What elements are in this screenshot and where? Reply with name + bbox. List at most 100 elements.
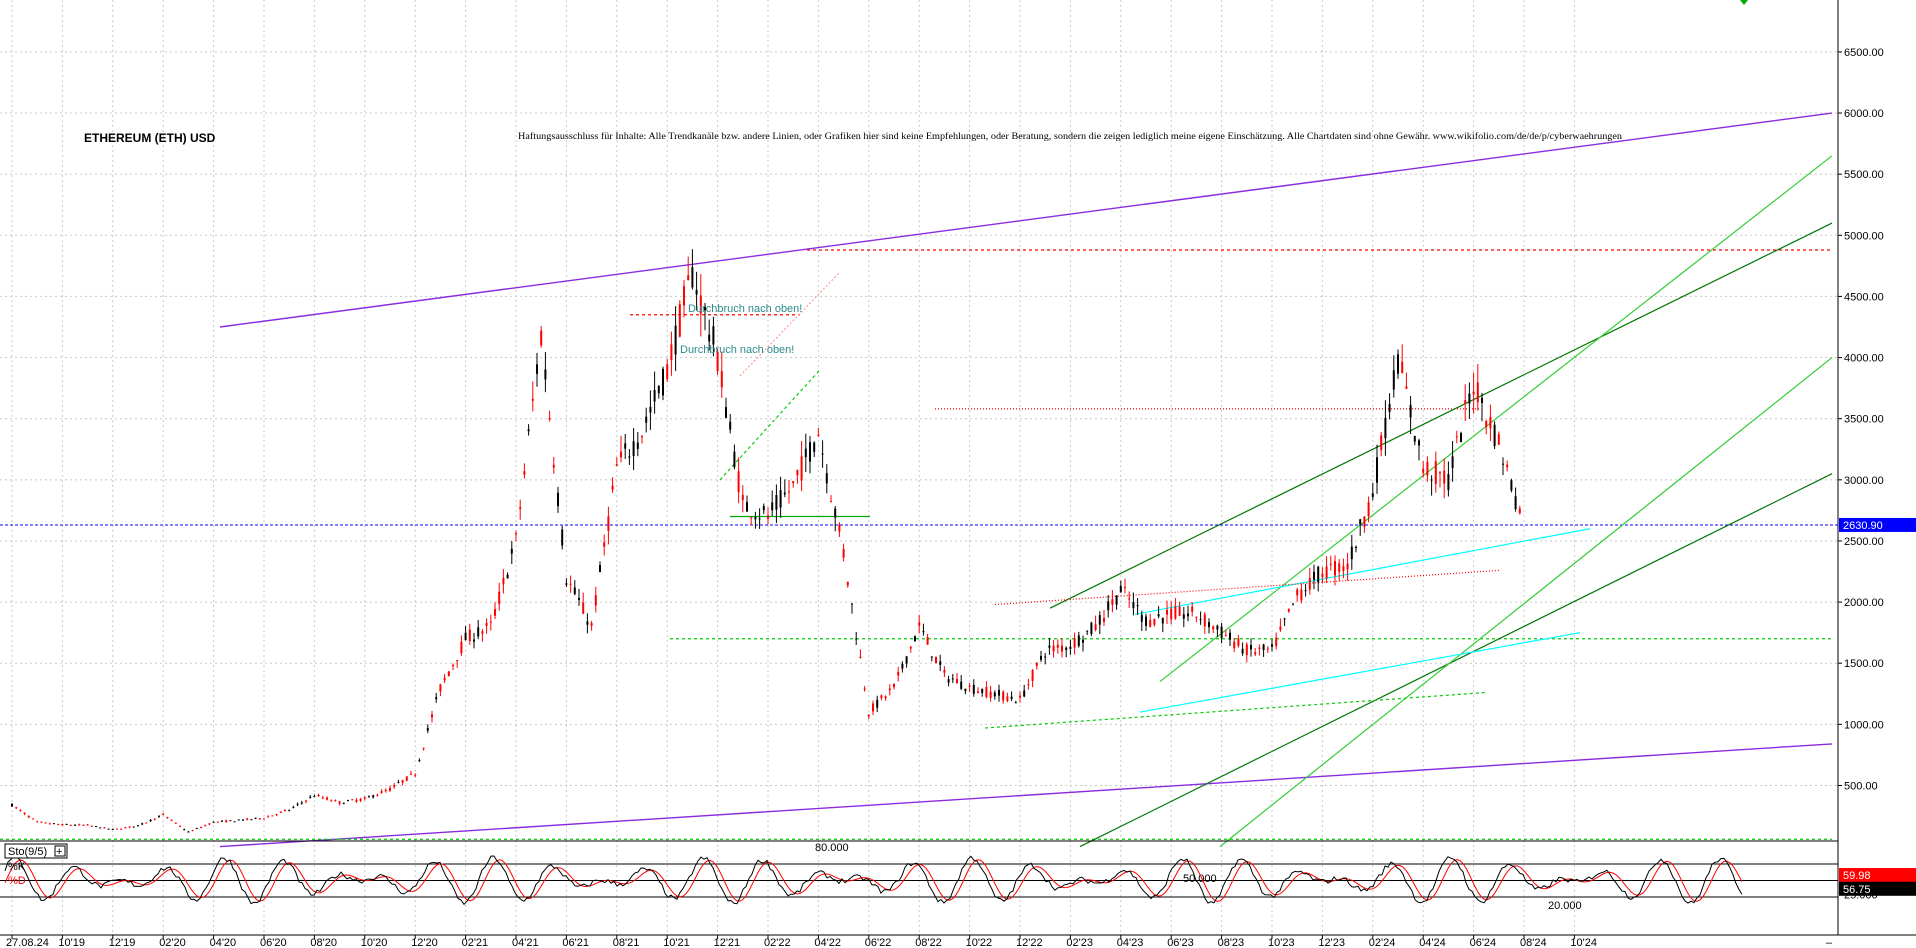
candle-body (1149, 620, 1152, 627)
candle-body (573, 587, 576, 595)
candle-body (1363, 516, 1366, 527)
y-tick-label: 5500.00 (1844, 169, 1884, 181)
x-tick-label: 02'22 (764, 937, 791, 948)
candle-body (183, 829, 186, 831)
stochastic-panel: 80.000 50.000 20.000 (0, 842, 1838, 912)
candle-body (1392, 370, 1395, 390)
candle-body (552, 464, 555, 468)
candle-body (893, 683, 895, 688)
candle-body (867, 714, 870, 717)
candle-body (855, 638, 858, 640)
candle-body (1447, 474, 1450, 491)
last-price-badge (1839, 517, 1916, 532)
candle-body (704, 306, 706, 311)
candle-body (15, 807, 18, 809)
candle-body (1325, 566, 1328, 579)
candle-body (506, 574, 509, 579)
candle-body (393, 785, 396, 787)
candle-body (124, 827, 127, 829)
candle-body (905, 656, 908, 664)
candle-body (447, 671, 450, 676)
candle-body (712, 326, 715, 345)
chart-title: ETHEREUM (ETH) USD (84, 131, 216, 145)
candle-body (1237, 638, 1240, 646)
x-tick-label: 06'20 (260, 937, 287, 948)
candle-body (397, 782, 400, 784)
candle-body (1224, 635, 1227, 637)
candle-body (695, 289, 698, 295)
candle-body (368, 796, 370, 798)
candle-body (972, 684, 975, 694)
candle-body (27, 816, 30, 818)
stoch-level-label: 80.000 (815, 842, 849, 854)
candle-body (1187, 613, 1189, 617)
candle-body (1220, 626, 1223, 638)
candle-body (939, 661, 942, 665)
candle-body (1317, 566, 1320, 583)
candle-body (993, 692, 996, 697)
candle-body (1212, 626, 1215, 630)
candle-body (1027, 684, 1030, 686)
candle-body (846, 581, 849, 586)
trend-channel-upper (219, 112, 1833, 328)
candle-body (666, 364, 669, 380)
candle-body (422, 747, 425, 749)
candle-body (380, 791, 383, 794)
x-tick-label: 12'20 (411, 937, 438, 948)
candle-body (594, 595, 597, 606)
x-tick-label: 04'23 (1117, 937, 1144, 948)
candle-body (851, 603, 853, 605)
candle-body (884, 696, 887, 699)
candle-body (1418, 440, 1420, 446)
indicator-add-icon[interactable] (54, 845, 66, 857)
candle-body (78, 824, 81, 826)
candle-body (926, 637, 929, 645)
candle-body (1439, 472, 1441, 474)
candle-body (1518, 508, 1521, 514)
candle-body (1245, 644, 1248, 656)
candle-body (716, 352, 719, 372)
candle-body (120, 828, 123, 830)
candle-body (1271, 644, 1273, 647)
y-tick-label: 6500.00 (1844, 47, 1884, 59)
candle-body (326, 797, 328, 800)
candle-body (32, 818, 34, 820)
candle-body (225, 820, 228, 823)
candle-body (40, 821, 43, 823)
candle-body (620, 451, 622, 458)
candle-body (1124, 586, 1126, 588)
indicator-label-box[interactable] (4, 843, 68, 859)
candle-body (431, 714, 433, 718)
y-tick-label: 5000.00 (1844, 230, 1884, 242)
candle-body (754, 516, 757, 520)
candle-body (1510, 480, 1513, 491)
breakout-support (719, 369, 821, 481)
candle-body (1107, 601, 1110, 611)
candle-body (678, 304, 681, 337)
candle-body (527, 429, 530, 432)
candle-body (1502, 463, 1504, 465)
candle-body (775, 495, 778, 510)
candle-body (1405, 386, 1408, 389)
stoch-level-label: 50.000 (1183, 873, 1217, 885)
candle-body (767, 515, 769, 519)
candle-body (930, 656, 933, 658)
candle-body (1203, 614, 1206, 627)
candle-body (834, 508, 837, 518)
candle-body (741, 494, 744, 501)
candle-body (863, 688, 866, 690)
candle-body (1321, 573, 1324, 578)
candle-body (1367, 502, 1370, 517)
candle-body (1355, 546, 1357, 548)
plus-icon[interactable]: + (56, 846, 62, 858)
resistance-2023 (994, 569, 1501, 606)
candle-body (708, 334, 711, 342)
candle-body (401, 780, 404, 783)
candle-body (1359, 519, 1362, 525)
candle-body (95, 826, 97, 828)
candle-body (670, 344, 673, 361)
candle-body (317, 795, 320, 797)
candle-body (1082, 639, 1084, 643)
